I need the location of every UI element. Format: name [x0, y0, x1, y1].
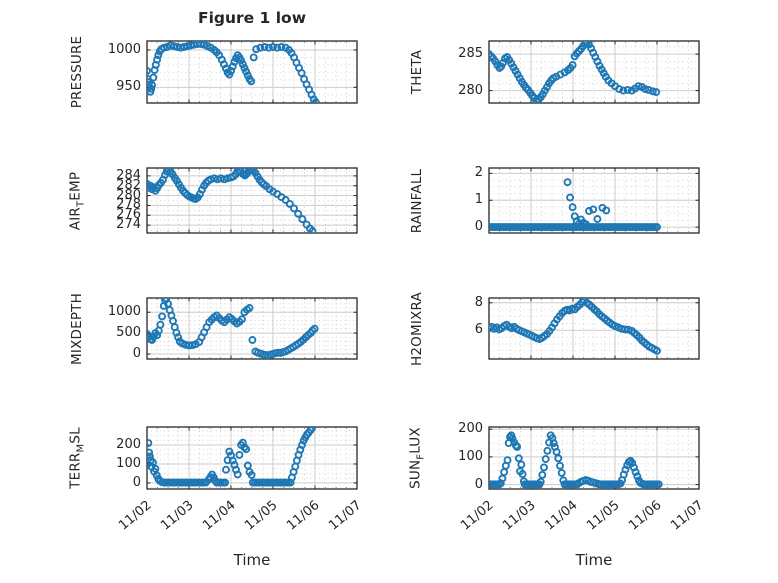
- ytick-label-air-temp: 282: [116, 177, 141, 193]
- ytick-label-sun-flux: 100: [458, 448, 483, 464]
- ytick-label-air-temp: 274: [116, 217, 141, 233]
- ytick-label-pressure: 1000: [107, 41, 141, 57]
- subplot-h2omixra: [488, 297, 700, 360]
- ylabel-sun-flux: SUNFLUX: [407, 427, 427, 489]
- subplot-mixdepth: [146, 297, 358, 360]
- data-markers-rainfall: [489, 178, 661, 232]
- data-markers-terr-msl: [147, 427, 317, 487]
- ytick-label-sun-flux: 0: [474, 476, 483, 492]
- ylabel-pressure: PRESSURE: [69, 35, 85, 109]
- data-markers-air-temp: [147, 168, 317, 233]
- ytick-label-theta: 285: [458, 46, 483, 62]
- xlabel-time-right: Time: [575, 551, 613, 569]
- data-markers-sun-flux: [489, 431, 663, 489]
- ytick-label-air-temp: 280: [116, 187, 141, 203]
- ytick-label-sun-flux: 200: [458, 421, 483, 437]
- ytick-label-h2omixra: 6: [474, 322, 483, 338]
- subplot-theta: [488, 40, 700, 104]
- ylabel-theta: THETA: [409, 49, 425, 95]
- data-markers-theta: [489, 41, 661, 103]
- ytick-label-pressure: 950: [116, 79, 141, 95]
- subplot-pressure: [146, 40, 358, 104]
- figure-title: Figure 1 low: [197, 9, 307, 27]
- ytick-label-mixdepth: 0: [132, 345, 141, 361]
- ytick-label-air-temp: 284: [116, 167, 141, 183]
- ytick-label-h2omixra: 8: [474, 294, 483, 310]
- ytick-label-rainfall: 0: [474, 219, 483, 235]
- ytick-label-terr-msl: 0: [132, 474, 141, 490]
- ytick-label-air-temp: 278: [116, 197, 141, 213]
- subplot-air-temp: [146, 167, 358, 234]
- ytick-label-rainfall: 2: [474, 165, 483, 181]
- ytick-label-theta: 280: [458, 82, 483, 98]
- subplot-terr-msl: [146, 426, 358, 490]
- subplot-rainfall: [488, 167, 700, 234]
- ylabel-mixdepth: MIXDEPTH: [69, 292, 85, 365]
- ylabel-air-temp: AIRTEMP: [67, 171, 87, 230]
- ytick-label-air-temp: 276: [116, 207, 141, 223]
- ytick-label-mixdepth: 500: [116, 325, 141, 341]
- ylabel-terr-msl: TERRMSL: [67, 427, 87, 489]
- ytick-label-terr-msl: 200: [116, 437, 141, 452]
- ylabel-rainfall: RAINFALL: [409, 168, 425, 233]
- xlabel-time-left: Time: [233, 551, 271, 569]
- data-markers-pressure: [147, 41, 320, 103]
- data-markers-h2omixra: [489, 298, 661, 355]
- ytick-label-terr-msl: 100: [116, 455, 141, 471]
- ylabel-h2omixra: H2OMIXRA: [409, 291, 425, 366]
- ytick-label-mixdepth: 1000: [107, 304, 141, 320]
- ytick-label-rainfall: 1: [474, 192, 483, 208]
- subplot-sun-flux: [488, 426, 700, 490]
- data-markers-mixdepth: [147, 298, 319, 359]
